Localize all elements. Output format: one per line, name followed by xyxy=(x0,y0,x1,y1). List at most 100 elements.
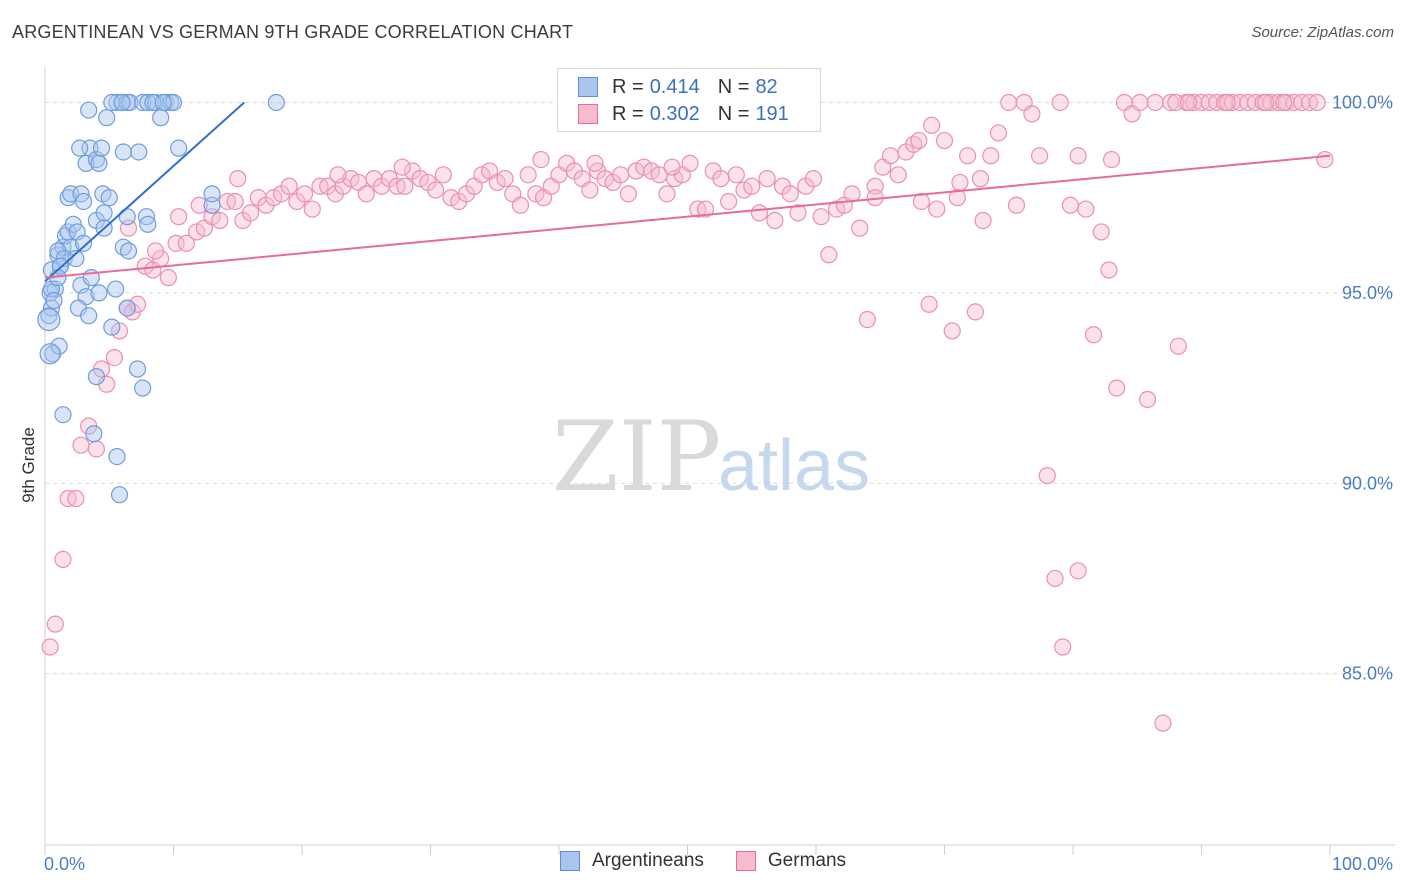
argentinean-point xyxy=(170,139,188,157)
argentinean-point xyxy=(92,139,111,157)
germans-points xyxy=(41,93,1334,732)
german-point xyxy=(393,158,411,176)
german-point xyxy=(1023,105,1041,123)
german-point xyxy=(1077,200,1095,218)
german-point xyxy=(851,219,869,237)
german-point xyxy=(943,322,961,340)
watermark-atlas: atlas xyxy=(718,426,870,506)
german-point xyxy=(1092,223,1110,241)
german-point xyxy=(146,242,165,260)
german-point xyxy=(242,204,260,222)
german-point xyxy=(743,177,761,195)
german-point xyxy=(758,170,776,188)
german-point xyxy=(681,154,699,172)
y-tick-label: 85.0% xyxy=(1342,664,1393,684)
trend-lines xyxy=(44,101,1331,283)
german-point xyxy=(1308,93,1326,112)
german-point xyxy=(105,348,123,367)
german-point xyxy=(766,211,784,230)
argentinean-point xyxy=(90,154,108,172)
argentinean-trend-line xyxy=(44,101,245,283)
argentinean-point xyxy=(139,215,157,233)
german-point xyxy=(1102,150,1121,169)
german-point xyxy=(935,131,954,150)
german-point xyxy=(170,208,188,226)
german-point xyxy=(910,131,928,150)
german-point xyxy=(982,147,1000,165)
german-point xyxy=(920,295,938,313)
german-point xyxy=(427,181,445,199)
pink-swatch xyxy=(578,104,598,124)
chart-title: ARGENTINEAN VS GERMAN 9TH GRADE CORRELAT… xyxy=(12,22,574,42)
legend-item-germans[interactable]: Germans xyxy=(735,850,847,872)
german-point xyxy=(496,170,514,188)
argentinean-point xyxy=(267,93,285,112)
german-point xyxy=(190,196,208,214)
german-point xyxy=(532,150,550,169)
legend-label: Germans xyxy=(767,850,847,871)
argentineans-points xyxy=(37,93,285,504)
german-point xyxy=(789,204,807,222)
argentinean-point xyxy=(37,307,61,332)
pink-swatch xyxy=(735,851,756,871)
german-point xyxy=(812,208,830,226)
german-point xyxy=(1167,93,1185,112)
german-point xyxy=(211,211,229,230)
x-tick-label: 0.0% xyxy=(44,854,85,874)
argentinean-point xyxy=(98,109,116,127)
german-point xyxy=(177,234,195,252)
argentinean-point xyxy=(154,93,172,112)
legend-item-argentineans[interactable]: Argentineans xyxy=(559,850,704,872)
german-point xyxy=(658,185,676,203)
german-point xyxy=(1030,147,1049,165)
r-value: 0.414 xyxy=(649,75,700,98)
n-value: 82 xyxy=(755,75,778,98)
argentinean-point xyxy=(100,189,118,207)
german-point xyxy=(1108,379,1126,397)
argentinean-point xyxy=(128,360,147,378)
correlation-legend: R = 0.414 N = 82 R = 0.302 N = 191 xyxy=(557,68,821,132)
german-point xyxy=(295,185,314,203)
blue-swatch xyxy=(578,77,598,97)
watermark-zip: ZIP xyxy=(552,401,721,513)
n-value: 191 xyxy=(755,102,789,125)
german-point xyxy=(720,192,738,211)
legend-row-argentineans: R = 0.414 N = 82 xyxy=(578,74,778,100)
argentinean-point xyxy=(39,343,61,365)
german-point xyxy=(128,295,147,313)
argentinean-point xyxy=(130,143,148,161)
german-point xyxy=(581,181,599,199)
r-label: R = xyxy=(612,75,644,98)
german-point xyxy=(229,170,247,188)
argentinean-point xyxy=(108,447,126,466)
y-tick-label: 90.0% xyxy=(1342,473,1393,493)
argentinean-point xyxy=(118,208,136,226)
legend-label: Argentineans xyxy=(591,850,704,871)
argentinean-point xyxy=(80,307,98,325)
gridlines xyxy=(45,101,1395,675)
german-trend-line xyxy=(44,154,1331,279)
german-point xyxy=(663,158,681,176)
argentinean-point xyxy=(71,139,89,157)
x-tick-labels: 0.0% 100.0% xyxy=(44,854,1393,874)
y-tick-labels: 85.0% 90.0% 95.0% 100.0% xyxy=(1332,92,1393,683)
german-point xyxy=(1131,93,1149,112)
german-point xyxy=(1069,147,1087,165)
argentinean-point xyxy=(95,204,113,222)
german-point xyxy=(72,436,90,454)
german-point xyxy=(1051,93,1069,112)
german-point xyxy=(1061,196,1080,214)
argentinean-point xyxy=(90,284,108,302)
y-axis-title: 9th Grade xyxy=(19,427,38,503)
german-point xyxy=(1007,196,1026,214)
german-point xyxy=(712,170,730,188)
german-point xyxy=(280,177,298,195)
german-point xyxy=(1100,261,1118,279)
german-point xyxy=(923,116,941,134)
n-label: N = xyxy=(717,102,750,125)
german-point xyxy=(1038,467,1056,485)
german-point xyxy=(889,166,907,184)
argentinean-point xyxy=(152,109,170,127)
german-point xyxy=(303,200,321,218)
argentinean-point xyxy=(107,280,125,298)
